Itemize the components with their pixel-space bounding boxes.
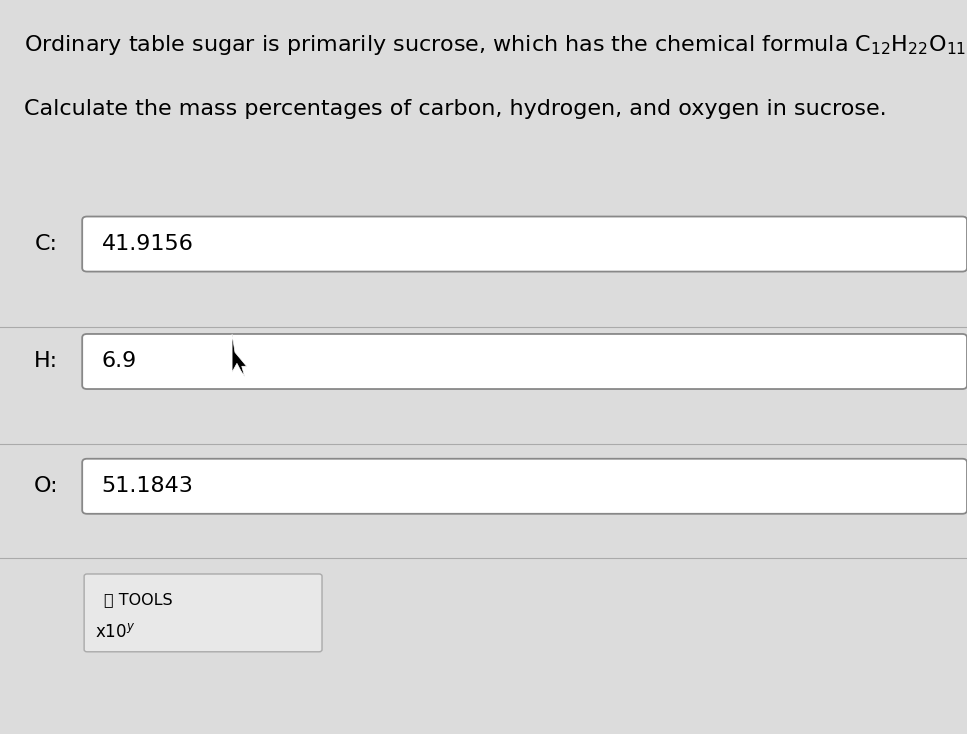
Text: C:: C:	[35, 234, 58, 254]
Text: 🔧 TOOLS: 🔧 TOOLS	[104, 592, 173, 607]
Text: 51.1843: 51.1843	[102, 476, 193, 496]
FancyBboxPatch shape	[84, 574, 322, 652]
Text: O:: O:	[34, 476, 59, 496]
FancyBboxPatch shape	[82, 334, 967, 389]
Text: Ordinary table sugar is primarily sucrose, which has the chemical formula $\math: Ordinary table sugar is primarily sucros…	[24, 33, 967, 57]
Text: Calculate the mass percentages of carbon, hydrogen, and oxygen in sucrose.: Calculate the mass percentages of carbon…	[24, 99, 887, 119]
Text: 41.9156: 41.9156	[102, 234, 193, 254]
Text: 6.9: 6.9	[102, 352, 136, 371]
Text: x10$^y$: x10$^y$	[95, 622, 135, 641]
FancyBboxPatch shape	[82, 459, 967, 514]
FancyBboxPatch shape	[82, 217, 967, 272]
Text: H:: H:	[35, 352, 58, 371]
Polygon shape	[232, 334, 247, 377]
